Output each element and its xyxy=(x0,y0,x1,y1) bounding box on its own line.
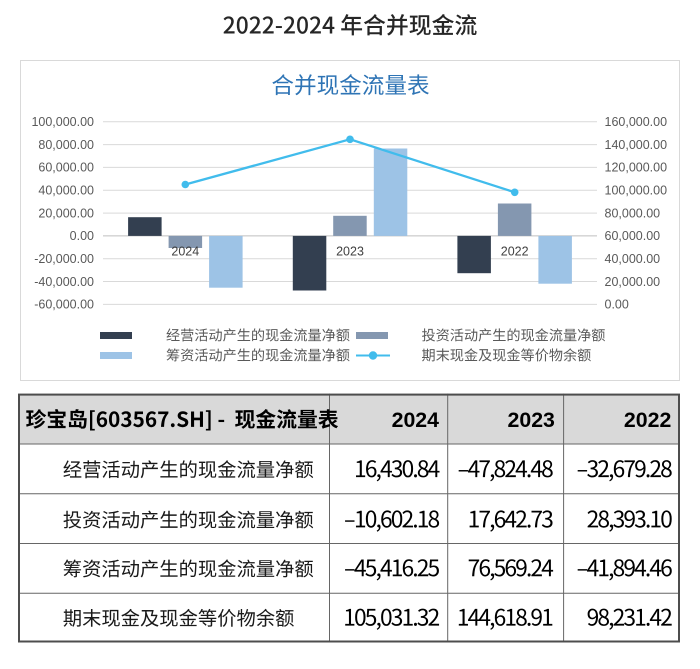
svg-text:2022: 2022 xyxy=(501,245,529,259)
svg-text:60,000.00: 60,000.00 xyxy=(38,161,94,175)
svg-text:160,000.00: 160,000.00 xyxy=(605,115,668,129)
svg-text:2023: 2023 xyxy=(508,408,556,432)
svg-text:120,000.00: 120,000.00 xyxy=(605,161,668,175)
svg-text:60,000.00: 60,000.00 xyxy=(605,229,661,243)
svg-text:80,000.00: 80,000.00 xyxy=(38,138,94,152)
svg-text:0.00: 0.00 xyxy=(70,229,94,243)
svg-text:100,000.00: 100,000.00 xyxy=(605,184,668,198)
svg-text:80,000.00: 80,000.00 xyxy=(605,206,661,220)
svg-text:2024: 2024 xyxy=(171,245,199,259)
svg-text:2024: 2024 xyxy=(392,408,440,432)
svg-text:100,000.00: 100,000.00 xyxy=(31,115,94,129)
svg-text:2022: 2022 xyxy=(624,408,671,432)
svg-text:-20,000.00: -20,000.00 xyxy=(34,252,94,266)
svg-text:40,000.00: 40,000.00 xyxy=(605,252,661,266)
svg-text:20,000.00: 20,000.00 xyxy=(605,275,661,289)
svg-text:40,000.00: 40,000.00 xyxy=(38,184,94,198)
svg-text:0.00: 0.00 xyxy=(605,298,629,312)
svg-text:-60,000.00: -60,000.00 xyxy=(34,298,94,312)
svg-text:2023: 2023 xyxy=(336,245,364,259)
svg-text:20,000.00: 20,000.00 xyxy=(38,206,94,220)
svg-text:140,000.00: 140,000.00 xyxy=(605,138,668,152)
svg-text:-40,000.00: -40,000.00 xyxy=(34,275,94,289)
